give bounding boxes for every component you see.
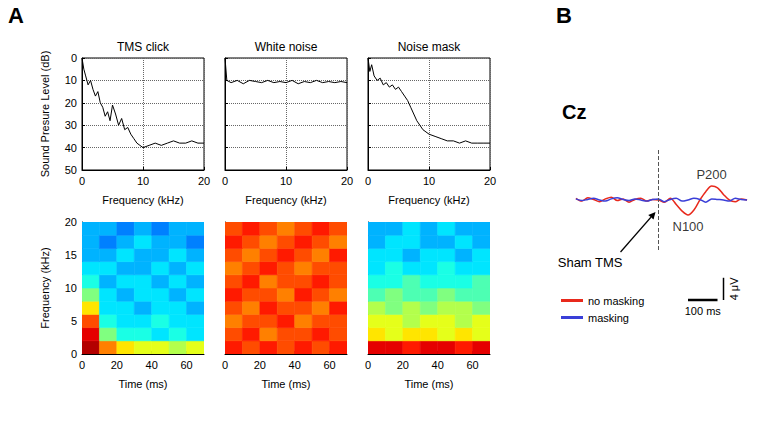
svg-text:30: 30 (65, 119, 77, 131)
svg-text:Frequency (kHz): Frequency (kHz) (102, 194, 183, 206)
svg-text:10: 10 (280, 175, 292, 187)
svg-text:60: 60 (466, 359, 478, 371)
svg-text:0: 0 (71, 52, 77, 64)
svg-text:0: 0 (365, 359, 371, 371)
svg-text:10: 10 (423, 175, 435, 187)
svg-text:10: 10 (137, 175, 149, 187)
svg-text:Frequency (kHz): Frequency (kHz) (388, 194, 469, 206)
svg-text:White noise: White noise (255, 40, 318, 54)
svg-text:20: 20 (111, 359, 123, 371)
svg-text:50: 50 (65, 164, 77, 176)
svg-text:Noise mask: Noise mask (398, 40, 462, 54)
svg-text:Time (ms): Time (ms) (404, 378, 453, 390)
svg-text:Time (ms): Time (ms) (261, 378, 310, 390)
svg-text:Time (ms): Time (ms) (118, 378, 167, 390)
svg-text:N100: N100 (672, 219, 703, 234)
svg-text:Sound Presure Level (dB): Sound Presure Level (dB) (39, 51, 51, 178)
svg-text:60: 60 (323, 359, 335, 371)
svg-text:TMS click: TMS click (117, 40, 170, 54)
svg-text:P200: P200 (696, 167, 726, 182)
svg-text:B: B (556, 3, 572, 28)
svg-text:masking: masking (588, 312, 629, 324)
svg-text:Frequency (kHz): Frequency (kHz) (39, 247, 51, 328)
svg-text:15: 15 (65, 249, 77, 261)
svg-text:20: 20 (65, 216, 77, 228)
svg-text:Frequency (kHz): Frequency (kHz) (245, 194, 326, 206)
svg-text:no masking: no masking (588, 295, 644, 307)
svg-text:0: 0 (71, 348, 77, 360)
svg-text:40: 40 (65, 142, 77, 154)
svg-text:20: 20 (397, 359, 409, 371)
svg-text:40: 40 (432, 359, 444, 371)
svg-text:20: 20 (254, 359, 266, 371)
svg-text:0: 0 (79, 359, 85, 371)
svg-text:A: A (8, 3, 24, 28)
svg-text:Cz: Cz (562, 101, 586, 123)
svg-text:40: 40 (289, 359, 301, 371)
svg-text:20: 20 (198, 175, 210, 187)
svg-text:5: 5 (71, 315, 77, 327)
svg-text:20: 20 (65, 97, 77, 109)
svg-text:4 μV: 4 μV (728, 277, 740, 301)
svg-text:20: 20 (484, 175, 496, 187)
svg-text:0: 0 (79, 175, 85, 187)
svg-text:10: 10 (65, 74, 77, 86)
svg-text:60: 60 (180, 359, 192, 371)
svg-text:20: 20 (341, 175, 353, 187)
svg-text:0: 0 (365, 175, 371, 187)
svg-text:100 ms: 100 ms (685, 305, 722, 317)
svg-text:0: 0 (222, 175, 228, 187)
svg-text:40: 40 (146, 359, 158, 371)
svg-text:10: 10 (65, 282, 77, 294)
svg-text:0: 0 (222, 359, 228, 371)
svg-text:Sham TMS: Sham TMS (558, 255, 623, 270)
